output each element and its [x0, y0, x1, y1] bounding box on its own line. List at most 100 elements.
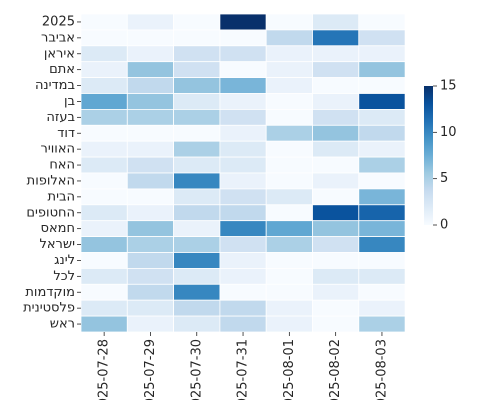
y-tick-label: הבית [48, 189, 75, 204]
heatmap-cell [358, 140, 406, 158]
heatmap-cell [126, 77, 175, 94]
heatmap-cell [173, 188, 221, 206]
y-tick-label: האלופות [27, 173, 75, 188]
heatmap-cell [265, 204, 313, 222]
heatmap-cell [80, 124, 128, 142]
heatmap-cell [126, 61, 175, 79]
heatmap-cell [126, 13, 175, 31]
heatmap-cell [219, 61, 267, 79]
heatmap-cell [173, 283, 221, 301]
x-tick-label: 2025-08-03 [374, 339, 389, 400]
heatmap-cell [312, 236, 360, 253]
heatmap-cell [80, 93, 128, 110]
colorbar-tick-label: 0 [440, 218, 448, 233]
heatmap-cell [80, 236, 128, 253]
heatmap-cell [358, 220, 406, 237]
heatmap-cell [173, 299, 221, 317]
heatmap-cell [312, 124, 360, 142]
y-tick-label: לינג [54, 253, 75, 268]
heatmap-cell [219, 93, 267, 110]
heatmap-cell [312, 45, 360, 63]
heatmap-cell [80, 109, 128, 126]
heatmap-cell [80, 61, 128, 79]
heatmap-cell [312, 220, 360, 237]
heatmap-cell [358, 204, 406, 222]
heatmap-cell [265, 77, 313, 94]
heatmap-cell [126, 315, 175, 333]
heatmap-cell [126, 220, 175, 237]
heatmap-cell [126, 299, 175, 317]
heatmap-cell [126, 252, 175, 269]
heatmap-cell [219, 299, 267, 317]
y-tick-label: איראן [44, 46, 75, 61]
y-tick-label: בעזה [46, 110, 75, 125]
heatmap-cell [80, 140, 128, 158]
heatmap-cell [358, 124, 406, 142]
heatmap-cell [358, 156, 406, 174]
x-tick-label: 2025-08-01 [282, 339, 297, 400]
colorbar: 0 5 10 15 [424, 79, 457, 233]
heatmap-cell [173, 61, 221, 79]
heatmap-cell [126, 204, 175, 222]
heatmap-cell [173, 77, 221, 94]
heatmap-cell [312, 172, 360, 190]
heatmap-cell [126, 124, 175, 142]
heatmap-cell [173, 93, 221, 110]
heatmap-cell [219, 156, 267, 174]
heatmap-cell [358, 236, 406, 253]
heatmap-cell [126, 29, 175, 47]
heatmap-cell [219, 109, 267, 126]
heatmap-cell [265, 61, 313, 79]
heatmap-cell [80, 315, 128, 333]
heatmap-cell [358, 61, 406, 79]
heatmap-cell [219, 172, 267, 190]
y-tick-label: האח [49, 158, 75, 173]
heatmap-cell [312, 188, 360, 206]
heatmap-cell [312, 156, 360, 174]
heatmap-cell [312, 267, 360, 285]
heatmap-cell [265, 172, 313, 190]
y-axis: 2025אביבראיראןאתםבמדינהבןבעזהדודהאווירהא… [23, 14, 81, 332]
heatmap-cell [80, 13, 128, 31]
y-tick-label: בן [64, 94, 75, 109]
heatmap-cell [265, 252, 313, 269]
heatmap-cell [265, 140, 313, 158]
heatmap-cell [265, 29, 313, 47]
heatmap-cell [126, 156, 175, 174]
heatmap-cell [358, 13, 406, 31]
heatmap-cell [80, 252, 128, 269]
y-tick-label: ראש [50, 317, 75, 332]
heatmap-cell [173, 109, 221, 126]
heatmap-cell [265, 315, 313, 333]
heatmap-cell [173, 140, 221, 158]
heatmap-cell [126, 172, 175, 190]
y-tick-label: 2025 [42, 14, 75, 29]
heatmap-cell [265, 299, 313, 317]
heatmap-cell [219, 267, 267, 285]
colorbar-gradient [424, 86, 433, 225]
heatmap-cell [173, 267, 221, 285]
heatmap-cell [173, 45, 221, 63]
heatmap-cell [219, 252, 267, 269]
x-tick-label: 2025-07-28 [97, 339, 112, 400]
heatmap-cell [358, 29, 406, 47]
heatmap-cell [219, 77, 267, 94]
heatmap-cell [265, 45, 313, 63]
y-tick-label: אביבר [41, 30, 75, 45]
heatmap-cell [312, 299, 360, 317]
heatmap-cell [312, 204, 360, 222]
heatmap-cell [265, 236, 313, 253]
heatmap-cell [358, 109, 406, 126]
heatmap-cell [173, 236, 221, 253]
heatmap-cell [80, 283, 128, 301]
heatmap-cells [80, 13, 406, 333]
x-tick-label: 2025-07-29 [143, 339, 158, 400]
y-tick-label: חמאס [41, 221, 75, 236]
heatmap-cell [358, 252, 406, 269]
heatmap-cell [173, 29, 221, 47]
x-tick-label: 2025-07-30 [189, 339, 204, 400]
x-axis: 2025-07-28 2025-07-29 2025-07-30 2025-07-31… [97, 332, 389, 400]
heatmap-cell [265, 267, 313, 285]
y-tick-label: מוקדמות [25, 285, 75, 300]
heatmap-cell [126, 283, 175, 301]
